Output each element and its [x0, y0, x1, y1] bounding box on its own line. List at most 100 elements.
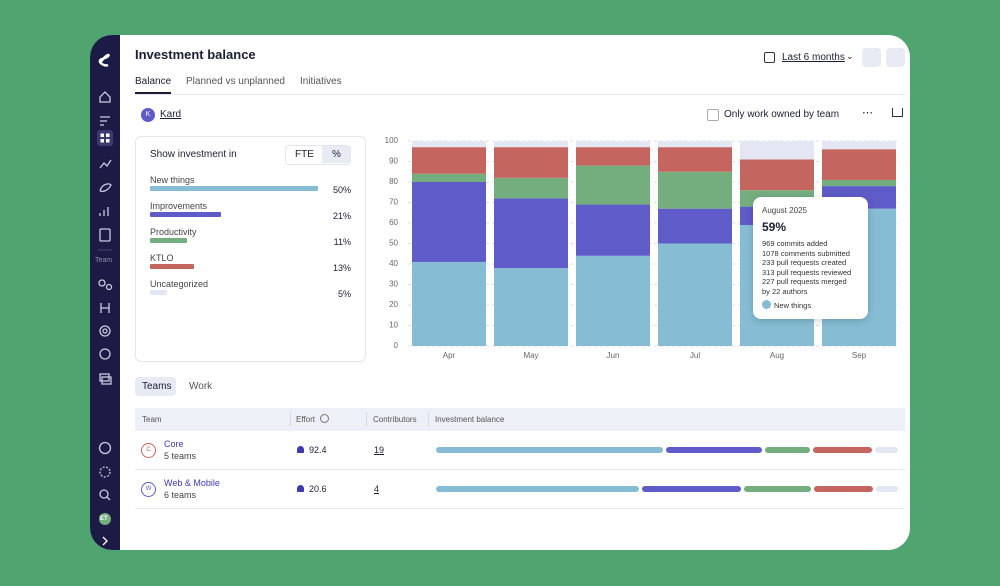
- team-name[interactable]: Web & Mobile: [164, 477, 220, 488]
- column-header: Team: [142, 415, 162, 424]
- balance-segment: [813, 447, 873, 453]
- sub-tab-active[interactable]: [135, 377, 176, 396]
- balance-segment: [764, 447, 811, 453]
- nav-icon[interactable]: [99, 348, 111, 360]
- tooltip-swatch: [762, 300, 771, 309]
- divider: [135, 94, 905, 95]
- toggle-option[interactable]: %: [332, 149, 341, 160]
- team-name[interactable]: Core: [164, 439, 184, 449]
- balance-segment: [875, 447, 898, 453]
- tab[interactable]: Planned vs unplanned: [186, 76, 285, 87]
- tooltip-series: New things: [774, 301, 812, 310]
- tab[interactable]: Initiatives: [300, 76, 342, 87]
- calendar-icon[interactable]: [764, 52, 775, 63]
- balance-segment: [814, 485, 873, 492]
- nav-icon[interactable]: [99, 228, 111, 242]
- row-divider: [135, 507, 905, 509]
- row-avatar: W: [141, 481, 156, 497]
- bar-segment: [412, 141, 486, 148]
- settings-button[interactable]: [862, 48, 881, 67]
- bar-segment: [576, 204, 650, 256]
- person-icon: [297, 446, 304, 453]
- y-tick-label: 90: [389, 157, 398, 166]
- column-header: Investment balance: [435, 415, 505, 424]
- nav-icon[interactable]: [98, 279, 106, 287]
- search-icon[interactable]: [99, 489, 109, 499]
- tooltip-line: 227 pull requests merged: [762, 277, 847, 286]
- nav-icon[interactable]: [100, 303, 110, 313]
- category-name: Improvements: [150, 201, 208, 211]
- nav-icon[interactable]: [100, 116, 110, 126]
- nav-icon[interactable]: [99, 159, 112, 169]
- balance-segment: [875, 485, 898, 492]
- tooltip-line: 969 commits added: [762, 239, 828, 248]
- bar-segment: [412, 147, 486, 174]
- column-header: Contributors: [373, 415, 417, 424]
- tab-active[interactable]: Balance: [135, 76, 172, 87]
- checkbox[interactable]: [707, 109, 719, 121]
- nav-icon[interactable]: [99, 91, 111, 103]
- row-divider: [135, 469, 905, 470]
- nav-icon[interactable]: [99, 325, 111, 337]
- category-value: 11%: [333, 237, 351, 247]
- y-tick-label: 40: [389, 259, 398, 268]
- category-name: Productivity: [150, 227, 197, 237]
- date-range[interactable]: Last 6 months: [782, 52, 845, 63]
- balance-segment: [436, 447, 664, 453]
- more-button[interactable]: ⋯: [862, 107, 873, 119]
- bar-segment: [494, 141, 568, 148]
- panel-title: Show investment in: [150, 149, 237, 160]
- bar-segment: [740, 141, 814, 160]
- user-avatar[interactable]: [99, 513, 111, 525]
- balance-segment: [436, 485, 639, 492]
- tab-underline: [135, 92, 171, 94]
- y-tick-label: 80: [389, 177, 398, 186]
- bar-segment: [412, 173, 486, 182]
- category-name: KTLO: [150, 253, 174, 263]
- x-tick-label: May: [523, 351, 538, 360]
- table-header: [135, 408, 905, 431]
- y-tick-label: 60: [389, 218, 398, 227]
- sub-tab[interactable]: Teams: [142, 381, 172, 392]
- bar-segment: [658, 208, 732, 244]
- team-subtitle: 5 teams: [164, 451, 197, 461]
- settings-icon[interactable]: [99, 466, 111, 478]
- toggle-option[interactable]: FTE: [295, 149, 314, 160]
- column-header: Effort: [296, 415, 315, 424]
- download-button[interactable]: [892, 108, 903, 117]
- tooltip-value: 59%: [762, 220, 787, 234]
- nav-icon[interactable]: [99, 183, 112, 192]
- tooltip-line: 313 pull requests reviewed: [762, 267, 852, 277]
- bar-segment: [494, 268, 568, 346]
- info-icon: [320, 414, 329, 423]
- contributors[interactable]: 4: [374, 483, 380, 494]
- bar-segment: [576, 147, 650, 166]
- info-button[interactable]: [886, 48, 905, 67]
- category-bar: [150, 290, 167, 295]
- x-tick-label: Jul: [690, 351, 700, 360]
- bar-segment: [412, 261, 486, 346]
- category-value: 50%: [332, 185, 351, 195]
- category-name: New things: [150, 175, 195, 185]
- bar-segment: [658, 171, 732, 209]
- x-tick-label: Apr: [443, 351, 456, 360]
- expand-icon[interactable]: [102, 536, 108, 546]
- balance-segment: [743, 485, 811, 492]
- category-value: 5%: [337, 289, 351, 299]
- team-name[interactable]: Kard: [160, 109, 182, 120]
- category-bar: [150, 264, 194, 269]
- contributors[interactable]: 19: [374, 445, 385, 455]
- category-bar: [150, 186, 318, 191]
- person-icon: [297, 484, 304, 492]
- sub-tab[interactable]: Work: [189, 381, 213, 392]
- logo[interactable]: [98, 53, 110, 67]
- y-tick-label: 10: [389, 321, 398, 330]
- help-icon[interactable]: [98, 441, 112, 455]
- nav-icon[interactable]: [99, 207, 109, 216]
- column-divider: [428, 412, 429, 427]
- x-tick-label: Jun: [607, 351, 620, 360]
- team-avatar[interactable]: K: [141, 108, 155, 122]
- bar-segment: [658, 243, 732, 346]
- bar-segment: [494, 147, 568, 178]
